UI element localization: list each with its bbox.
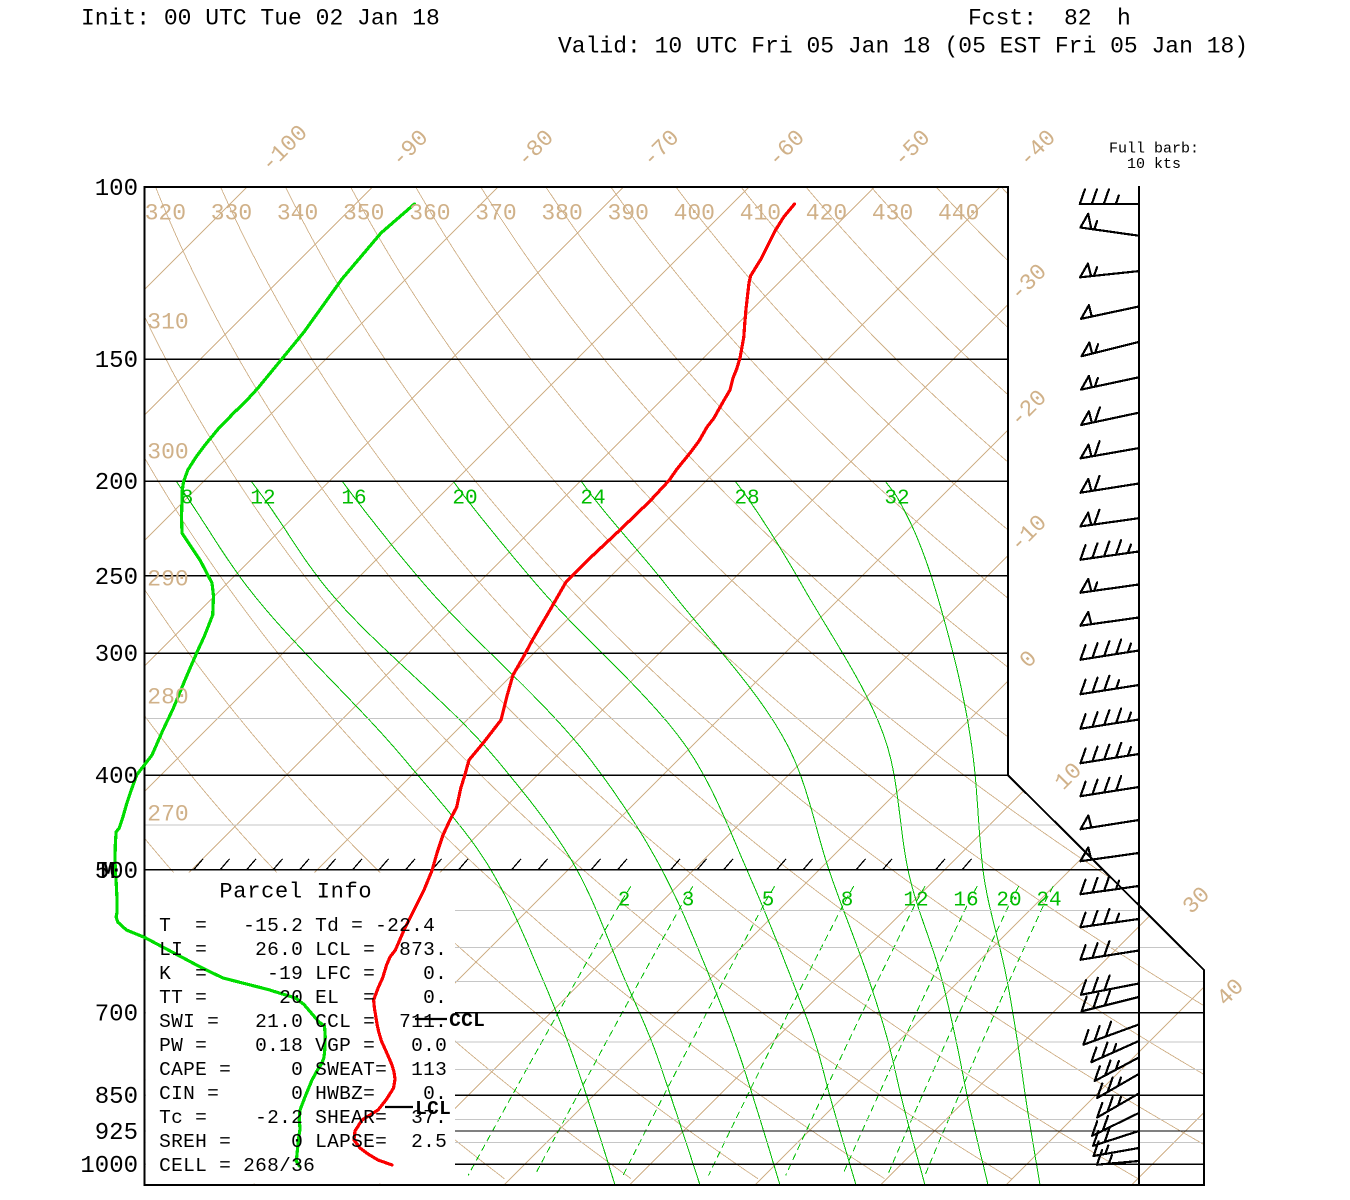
- svg-text:h: h: [1117, 6, 1131, 32]
- svg-text:Tc = -2.2 SHEAR= 37.: Tc = -2.2 SHEAR= 37.: [159, 1107, 447, 1129]
- svg-text:300: 300: [95, 642, 138, 669]
- svg-text:8: 8: [181, 488, 194, 511]
- svg-text:16: 16: [341, 488, 366, 511]
- svg-text:850: 850: [95, 1084, 138, 1111]
- svg-text:200: 200: [95, 470, 138, 497]
- svg-text:440: 440: [938, 201, 979, 227]
- svg-text:Valid: 10 UTC Fri 05 Jan 18 (0: Valid: 10 UTC Fri 05 Jan 18 (05 EST Fri …: [558, 34, 1248, 60]
- svg-text:32: 32: [884, 488, 909, 511]
- svg-text:16: 16: [953, 890, 978, 913]
- svg-text:420: 420: [806, 201, 847, 227]
- svg-text:PW = 0.18 VGP = 0.0: PW = 0.18 VGP = 0.0: [159, 1035, 447, 1057]
- svg-text:300: 300: [147, 440, 188, 466]
- svg-text:925: 925: [95, 1120, 138, 1147]
- svg-text:360: 360: [409, 201, 450, 227]
- svg-text:150: 150: [95, 348, 138, 375]
- svg-text:3: 3: [682, 890, 695, 913]
- svg-text:100: 100: [95, 176, 138, 203]
- svg-text:8: 8: [841, 890, 854, 913]
- svg-text:Parcel Info: Parcel Info: [219, 880, 371, 905]
- svg-text:28: 28: [734, 488, 759, 511]
- svg-text:CIN = 0 HWBZ= 0.: CIN = 0 HWBZ= 0.: [159, 1083, 447, 1105]
- svg-text:12: 12: [903, 890, 928, 913]
- svg-text:LCL: LCL: [415, 1098, 451, 1120]
- svg-text:Full barb:: Full barb:: [1109, 141, 1199, 158]
- svg-text:CCL: CCL: [449, 1010, 485, 1032]
- svg-text:350: 350: [343, 201, 384, 227]
- svg-text:1000: 1000: [80, 1153, 138, 1180]
- svg-text:10 kts: 10 kts: [1127, 156, 1181, 173]
- svg-text:Init: 00 UTC Tue 02 Jan 18: Init: 00 UTC Tue 02 Jan 18: [81, 6, 440, 32]
- svg-text:280: 280: [147, 685, 188, 711]
- svg-text:T = -15.2 Td = -22.4: T = -15.2 Td = -22.4: [159, 915, 435, 937]
- svg-text:24: 24: [580, 488, 605, 511]
- svg-text:340: 340: [277, 201, 318, 227]
- svg-text:TT = 20 EL = 0.: TT = 20 EL = 0.: [159, 987, 447, 1009]
- svg-text:SREH = 0 LAPSE= 2.5: SREH = 0 LAPSE= 2.5: [159, 1131, 447, 1153]
- svg-text:380: 380: [541, 201, 582, 227]
- svg-text:430: 430: [872, 201, 913, 227]
- svg-text:700: 700: [95, 1002, 138, 1029]
- svg-text:370: 370: [475, 201, 516, 227]
- svg-text:LI = 26.0 LCL = 873.: LI = 26.0 LCL = 873.: [159, 939, 447, 961]
- svg-text:SWI = 21.0 CCL = 711.: SWI = 21.0 CCL = 711.: [159, 1011, 447, 1033]
- svg-text:330: 330: [211, 201, 252, 227]
- svg-text:24: 24: [1036, 890, 1061, 913]
- svg-text:400: 400: [674, 201, 715, 227]
- svg-text:K = -19 LFC = 0.: K = -19 LFC = 0.: [159, 963, 447, 985]
- svg-text:12: 12: [250, 488, 275, 511]
- svg-text:320: 320: [145, 201, 186, 227]
- svg-text:410: 410: [740, 201, 781, 227]
- svg-text:290: 290: [147, 567, 188, 593]
- svg-text:Fcst:: Fcst:: [968, 6, 1037, 32]
- svg-text:250: 250: [95, 565, 138, 592]
- svg-text:82: 82: [1064, 6, 1092, 32]
- svg-text:CAPE = 0 SWEAT= 113: CAPE = 0 SWEAT= 113: [159, 1059, 447, 1081]
- svg-text:20: 20: [452, 488, 477, 511]
- svg-text:20: 20: [996, 890, 1021, 913]
- svg-text:390: 390: [607, 201, 648, 227]
- svg-text:5: 5: [762, 890, 775, 913]
- svg-text:2: 2: [618, 890, 631, 913]
- svg-text:270: 270: [147, 802, 188, 828]
- svg-text:CELL = 268/36: CELL = 268/36: [159, 1155, 315, 1177]
- svg-text:500: 500: [95, 859, 138, 886]
- svg-text:310: 310: [147, 310, 188, 336]
- svg-text:400: 400: [95, 764, 138, 791]
- svg-text:M: M: [101, 859, 115, 886]
